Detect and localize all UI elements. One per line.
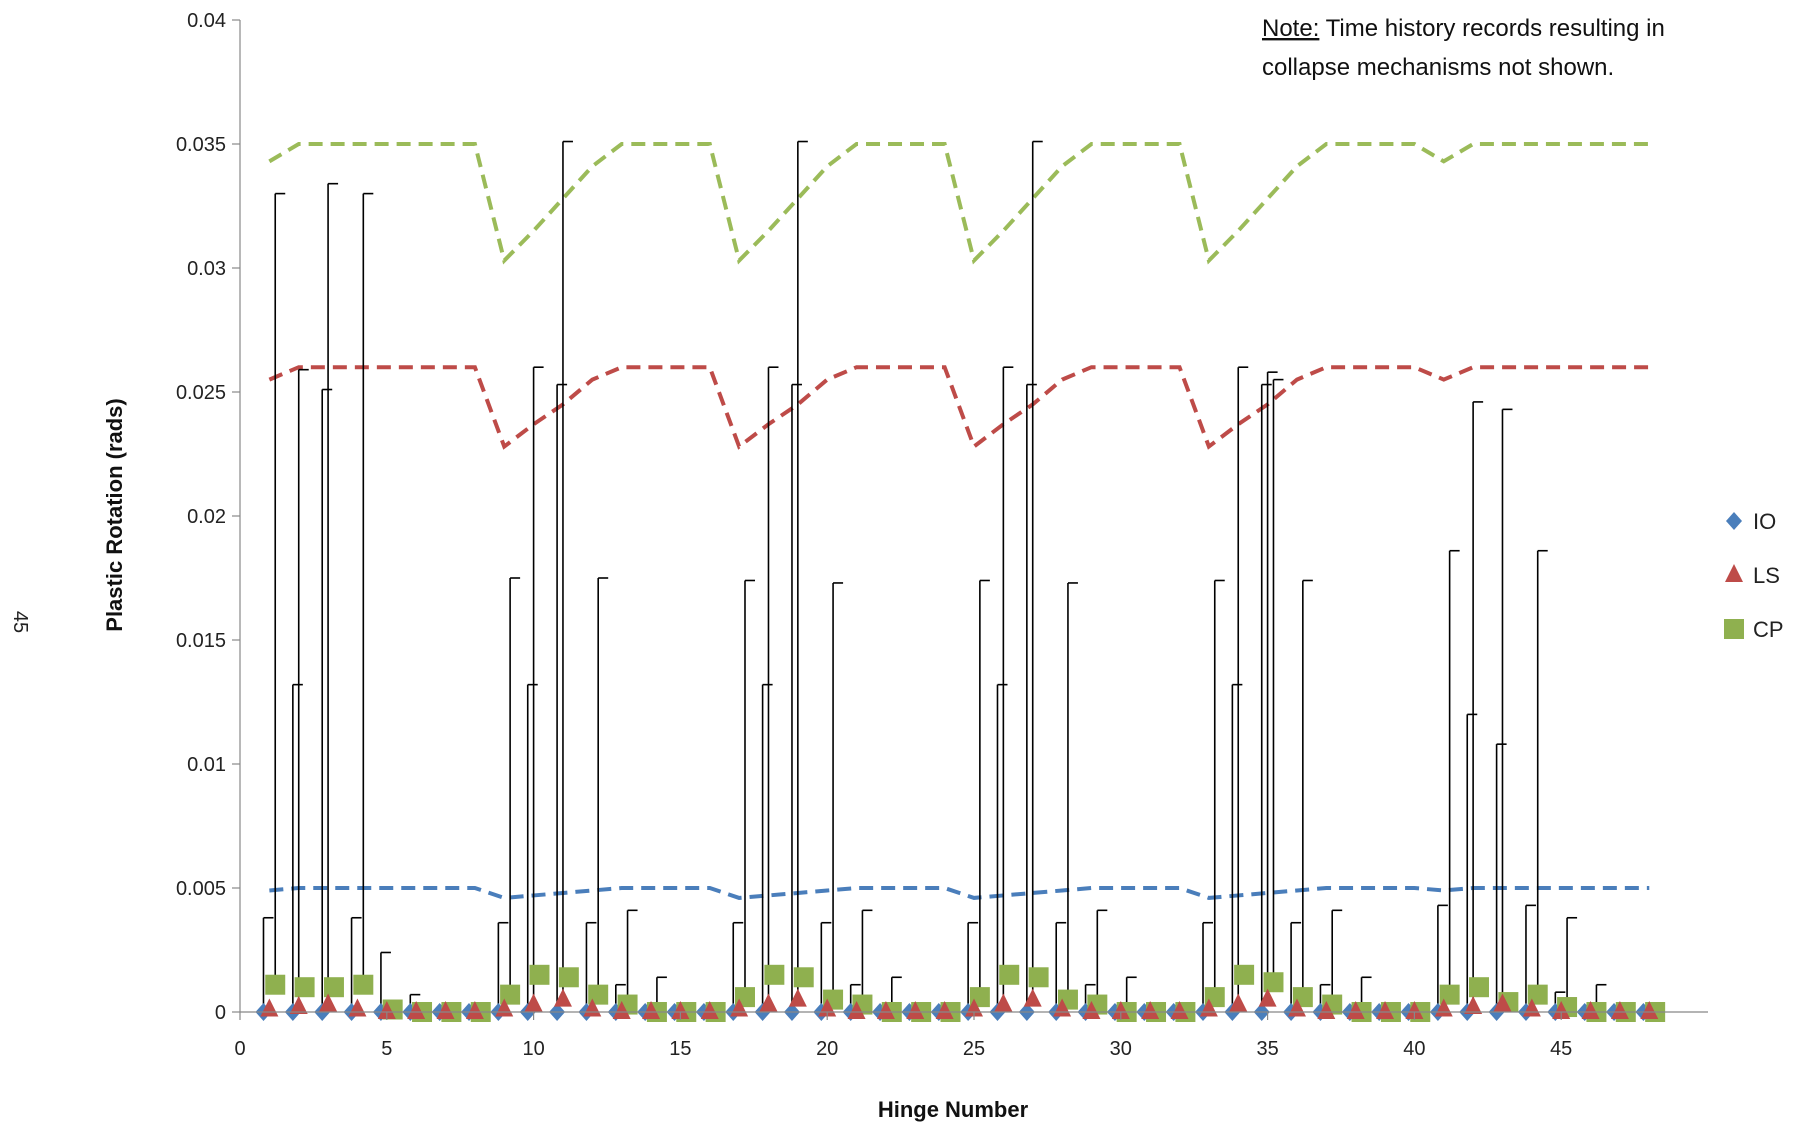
y-tick-label: 0 bbox=[215, 1002, 226, 1024]
error-bars bbox=[262, 140, 1607, 1012]
legend: IO LS CP bbox=[1724, 509, 1784, 642]
x-tick-label: 25 bbox=[963, 1038, 985, 1060]
legend-label-io: IO bbox=[1753, 509, 1776, 534]
limit-lines bbox=[268, 142, 1650, 900]
note-line-1: Note: Time history records resulting in bbox=[1262, 15, 1665, 42]
marker-ls-point bbox=[612, 1001, 631, 1019]
marker-ls-point bbox=[876, 1001, 895, 1019]
y-tick-label: 0.035 bbox=[176, 134, 226, 156]
y-tick-label: 0.03 bbox=[187, 258, 226, 280]
y-tick-label: 0.015 bbox=[176, 630, 226, 652]
limit-line bbox=[268, 142, 1650, 265]
marker-ls-point bbox=[759, 993, 778, 1012]
data-markers bbox=[255, 964, 1666, 1022]
axes bbox=[239, 20, 1708, 1013]
marker-ls-point bbox=[700, 1001, 719, 1019]
x-tick-label: 10 bbox=[522, 1038, 544, 1060]
marker-ls-point bbox=[289, 996, 308, 1015]
marker-cp-point bbox=[1527, 984, 1548, 1005]
chart-note: Note: Time history records resulting in … bbox=[1262, 15, 1665, 81]
x-tick-label: 0 bbox=[234, 1038, 245, 1060]
note-prefix: Note: bbox=[1262, 15, 1319, 42]
marker-cp-point bbox=[1028, 967, 1049, 988]
y-tick-label: 0.025 bbox=[176, 382, 226, 404]
marker-ls-point bbox=[1464, 996, 1483, 1015]
marker-ls-point bbox=[1552, 1001, 1571, 1019]
marker-ls-point bbox=[1376, 1001, 1395, 1019]
x-axis-ticks: 0 5 10 15 20 25 30 35 40 45 bbox=[234, 1012, 1572, 1060]
marker-ls-point bbox=[788, 988, 807, 1007]
note-line-1-text: Time history records resulting in bbox=[1319, 15, 1664, 42]
marker-ls-point bbox=[1141, 1001, 1160, 1019]
marker-ls-point bbox=[1493, 993, 1512, 1012]
marker-ls-point bbox=[524, 993, 543, 1012]
marker-cp-point bbox=[1263, 972, 1284, 993]
marker-ls-point bbox=[906, 1001, 925, 1019]
limit-line bbox=[268, 365, 1650, 450]
marker-cp-point bbox=[294, 977, 315, 998]
x-tick-label: 20 bbox=[816, 1038, 838, 1060]
x-tick-label: 35 bbox=[1256, 1038, 1278, 1060]
x-tick-label: 15 bbox=[669, 1038, 691, 1060]
legend-label-ls: LS bbox=[1753, 563, 1780, 588]
marker-ls-point bbox=[935, 1001, 954, 1019]
marker-cp-point bbox=[764, 964, 785, 985]
marker-cp-point bbox=[793, 967, 814, 988]
marker-cp-point bbox=[323, 977, 344, 998]
marker-ls-point bbox=[847, 1001, 866, 1019]
marker-ls-point bbox=[407, 1001, 426, 1019]
marker-ls-point bbox=[1229, 993, 1248, 1012]
x-tick-label: 40 bbox=[1403, 1038, 1425, 1060]
marker-ls-point bbox=[1111, 1001, 1130, 1019]
marker-ls-point bbox=[1082, 1001, 1101, 1019]
marker-ls-point bbox=[1405, 1001, 1424, 1019]
marker-cp-point bbox=[999, 964, 1020, 985]
marker-cp-point bbox=[500, 984, 521, 1005]
x-tick-label: 45 bbox=[1550, 1038, 1572, 1060]
legend-marker-ls bbox=[1725, 564, 1743, 582]
y-axis-title: Plastic Rotation (rads) bbox=[102, 398, 127, 631]
x-tick-label: 5 bbox=[381, 1038, 392, 1060]
marker-ls-point bbox=[553, 988, 572, 1007]
marker-ls-point bbox=[319, 993, 338, 1012]
y-tick-label: 0.01 bbox=[187, 754, 226, 776]
marker-cp-point bbox=[588, 984, 609, 1005]
marker-ls-point bbox=[1023, 988, 1042, 1007]
marker-cp-point bbox=[529, 964, 550, 985]
y-tick-label: 0.02 bbox=[187, 506, 226, 528]
limit-line bbox=[269, 886, 1650, 900]
marker-ls-point bbox=[994, 993, 1013, 1012]
marker-cp-point bbox=[1468, 977, 1489, 998]
marker-ls-point bbox=[1346, 1001, 1365, 1019]
marker-cp-point bbox=[1234, 964, 1255, 985]
legend-marker-cp bbox=[1724, 619, 1744, 639]
x-tick-label: 30 bbox=[1110, 1038, 1132, 1060]
marker-ls-point bbox=[1170, 1001, 1189, 1019]
legend-marker-io bbox=[1726, 512, 1742, 530]
marker-cp-point bbox=[1439, 984, 1460, 1005]
legend-label-cp: CP bbox=[1753, 617, 1784, 642]
marker-cp-point bbox=[558, 967, 579, 988]
marker-ls-point bbox=[642, 1001, 661, 1019]
marker-ls-point bbox=[671, 1001, 690, 1019]
note-line-2: collapse mechanisms not shown. bbox=[1262, 54, 1614, 81]
x-axis-title: Hinge Number bbox=[878, 1097, 1029, 1122]
marker-ls-point bbox=[1640, 1001, 1659, 1019]
marker-ls-point bbox=[1258, 988, 1277, 1007]
marker-ls-point bbox=[1317, 1001, 1336, 1019]
marker-ls-point bbox=[465, 1001, 484, 1019]
marker-ls-point bbox=[1610, 1001, 1629, 1019]
y-tick-label: 0.005 bbox=[176, 878, 226, 900]
marker-ls-point bbox=[377, 1001, 396, 1019]
marker-ls-point bbox=[1581, 1001, 1600, 1019]
y-axis-ticks: 0 0.005 0.01 0.015 0.02 0.025 0.03 0.035 0.04 bbox=[176, 10, 240, 1024]
page-number: 45 bbox=[9, 611, 31, 633]
marker-cp-point bbox=[353, 974, 374, 995]
y-tick-label: 0.04 bbox=[187, 10, 226, 32]
marker-ls-point bbox=[436, 1001, 455, 1019]
marker-cp-point bbox=[265, 974, 286, 995]
